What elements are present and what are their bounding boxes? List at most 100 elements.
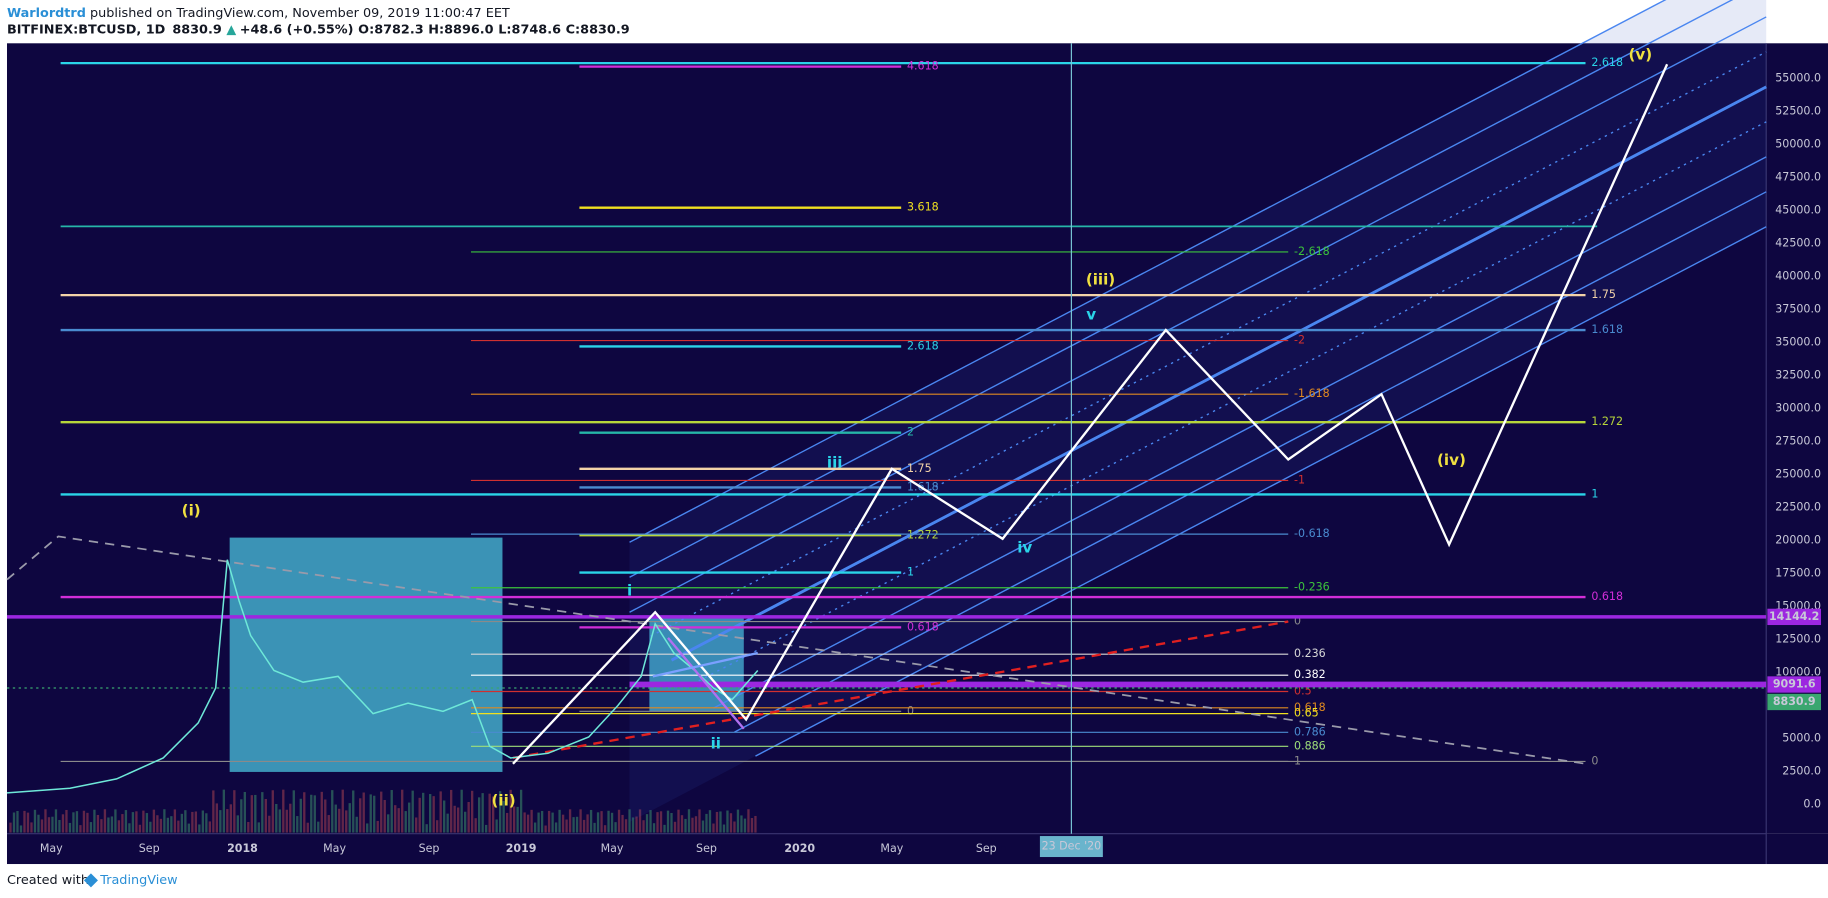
volume-bar xyxy=(82,810,86,833)
time-tick: May xyxy=(601,842,624,855)
volume-bar xyxy=(712,823,715,833)
volume-bar xyxy=(680,815,684,833)
time-axis xyxy=(6,833,1828,865)
volume-bar xyxy=(673,821,677,833)
volume-bar xyxy=(572,817,575,833)
volume-bar xyxy=(89,822,93,833)
volume-bar xyxy=(299,798,302,833)
change: +48.6 (+0.55%) xyxy=(240,22,354,37)
volume-bar xyxy=(180,813,184,833)
volume-bar xyxy=(317,821,320,833)
volume-bar xyxy=(691,817,694,833)
volume-bar xyxy=(187,823,191,833)
time-tick: 2019 xyxy=(506,842,537,855)
fib-label: 0.618 xyxy=(1294,701,1326,714)
volume-bar xyxy=(282,789,285,833)
close: C:8830.9 xyxy=(566,22,630,37)
volume-bar xyxy=(526,814,530,833)
volume-bar xyxy=(355,816,358,833)
crosshair-date-box xyxy=(1039,836,1103,858)
volume-bar xyxy=(708,810,712,833)
volume-bar xyxy=(320,791,323,833)
volume-bar xyxy=(740,815,743,833)
price-tick: 32500.0 xyxy=(1775,368,1821,381)
volume-bar xyxy=(229,804,232,833)
volume-bar xyxy=(645,814,649,833)
volume-bar xyxy=(233,790,236,833)
volume-bar xyxy=(226,809,229,833)
volume-bar xyxy=(736,809,740,833)
channel-line xyxy=(734,191,1767,733)
volume-bar xyxy=(247,821,250,833)
volume-bar xyxy=(348,803,351,833)
fib-label: 2 xyxy=(907,426,914,439)
volume-bar xyxy=(401,789,404,833)
fib-label: 0.65 xyxy=(1294,707,1319,720)
volume-bar xyxy=(418,797,421,833)
channel-line xyxy=(650,51,1767,637)
volume-bar xyxy=(698,809,701,833)
price-tick: 0.0 xyxy=(1803,798,1821,811)
volume-bar xyxy=(152,809,156,833)
fib-label: -0.236 xyxy=(1294,581,1330,594)
volume-bar xyxy=(603,825,607,833)
fib-label: 1.272 xyxy=(907,528,939,541)
wave-path xyxy=(667,637,745,730)
volume-bar xyxy=(205,813,208,833)
price-tick: 30000.0 xyxy=(1775,401,1821,414)
volume-bar xyxy=(387,814,390,833)
time-tick: 2018 xyxy=(227,842,258,855)
volume-bar xyxy=(450,789,453,833)
volume-bar xyxy=(701,820,705,833)
volume-bar xyxy=(44,809,47,833)
volume-bar xyxy=(474,818,477,833)
wave-label: (i) xyxy=(182,501,201,519)
volume-bar xyxy=(530,809,533,833)
fib-label: -2.618 xyxy=(1294,245,1330,258)
volume-bar xyxy=(659,811,663,833)
open: O:8782.3 xyxy=(358,22,423,37)
price-badge xyxy=(1767,608,1822,626)
volume-bar xyxy=(397,808,400,833)
volume-bar xyxy=(565,819,568,833)
volume-bar xyxy=(607,810,610,833)
drawings: 2.618 1.75 1.618 1.272 1 0.618 0 4.618 3.618 2.61… xyxy=(6,0,1767,834)
wave-label: (iii) xyxy=(1086,270,1115,288)
volume-bar xyxy=(271,790,274,833)
price-tick: 55000.0 xyxy=(1775,71,1821,84)
volume-bar xyxy=(722,824,726,833)
volume-bar xyxy=(138,824,142,833)
up-arrow: ▲ xyxy=(226,22,236,37)
volume-bar xyxy=(422,792,425,833)
volume-bar xyxy=(429,794,432,833)
brand[interactable]: TradingView xyxy=(99,873,177,888)
volume-bar xyxy=(184,810,187,833)
volume-bar xyxy=(404,811,407,833)
volume-bar xyxy=(649,810,652,833)
volume-bar xyxy=(705,813,708,833)
fib-label: 0.618 xyxy=(1591,590,1623,603)
price-tick: 5000.0 xyxy=(1782,732,1821,745)
volume-bar xyxy=(166,817,170,833)
author[interactable]: Warlordtrd xyxy=(7,5,86,20)
volume-bar xyxy=(561,814,565,833)
volume-bar xyxy=(26,812,30,833)
volume-bar xyxy=(484,824,488,833)
channel-line xyxy=(629,0,1667,543)
volume-bar xyxy=(390,790,393,833)
volume-bar xyxy=(470,790,474,833)
volume-bar xyxy=(460,789,463,833)
range-box xyxy=(229,537,503,772)
trend-line xyxy=(6,535,1586,765)
volume-bar xyxy=(477,797,481,833)
volume-bar xyxy=(121,814,124,833)
price-tick: 37500.0 xyxy=(1775,302,1821,315)
volume-bar xyxy=(159,818,163,833)
volume-bar xyxy=(12,812,16,833)
fib-label: 0.382 xyxy=(1294,668,1326,681)
volume-bar xyxy=(642,820,645,833)
time-tick: May xyxy=(880,842,903,855)
volume-bar xyxy=(533,822,537,833)
fib-label: 2.618 xyxy=(907,339,939,352)
volume-bar xyxy=(54,809,58,833)
